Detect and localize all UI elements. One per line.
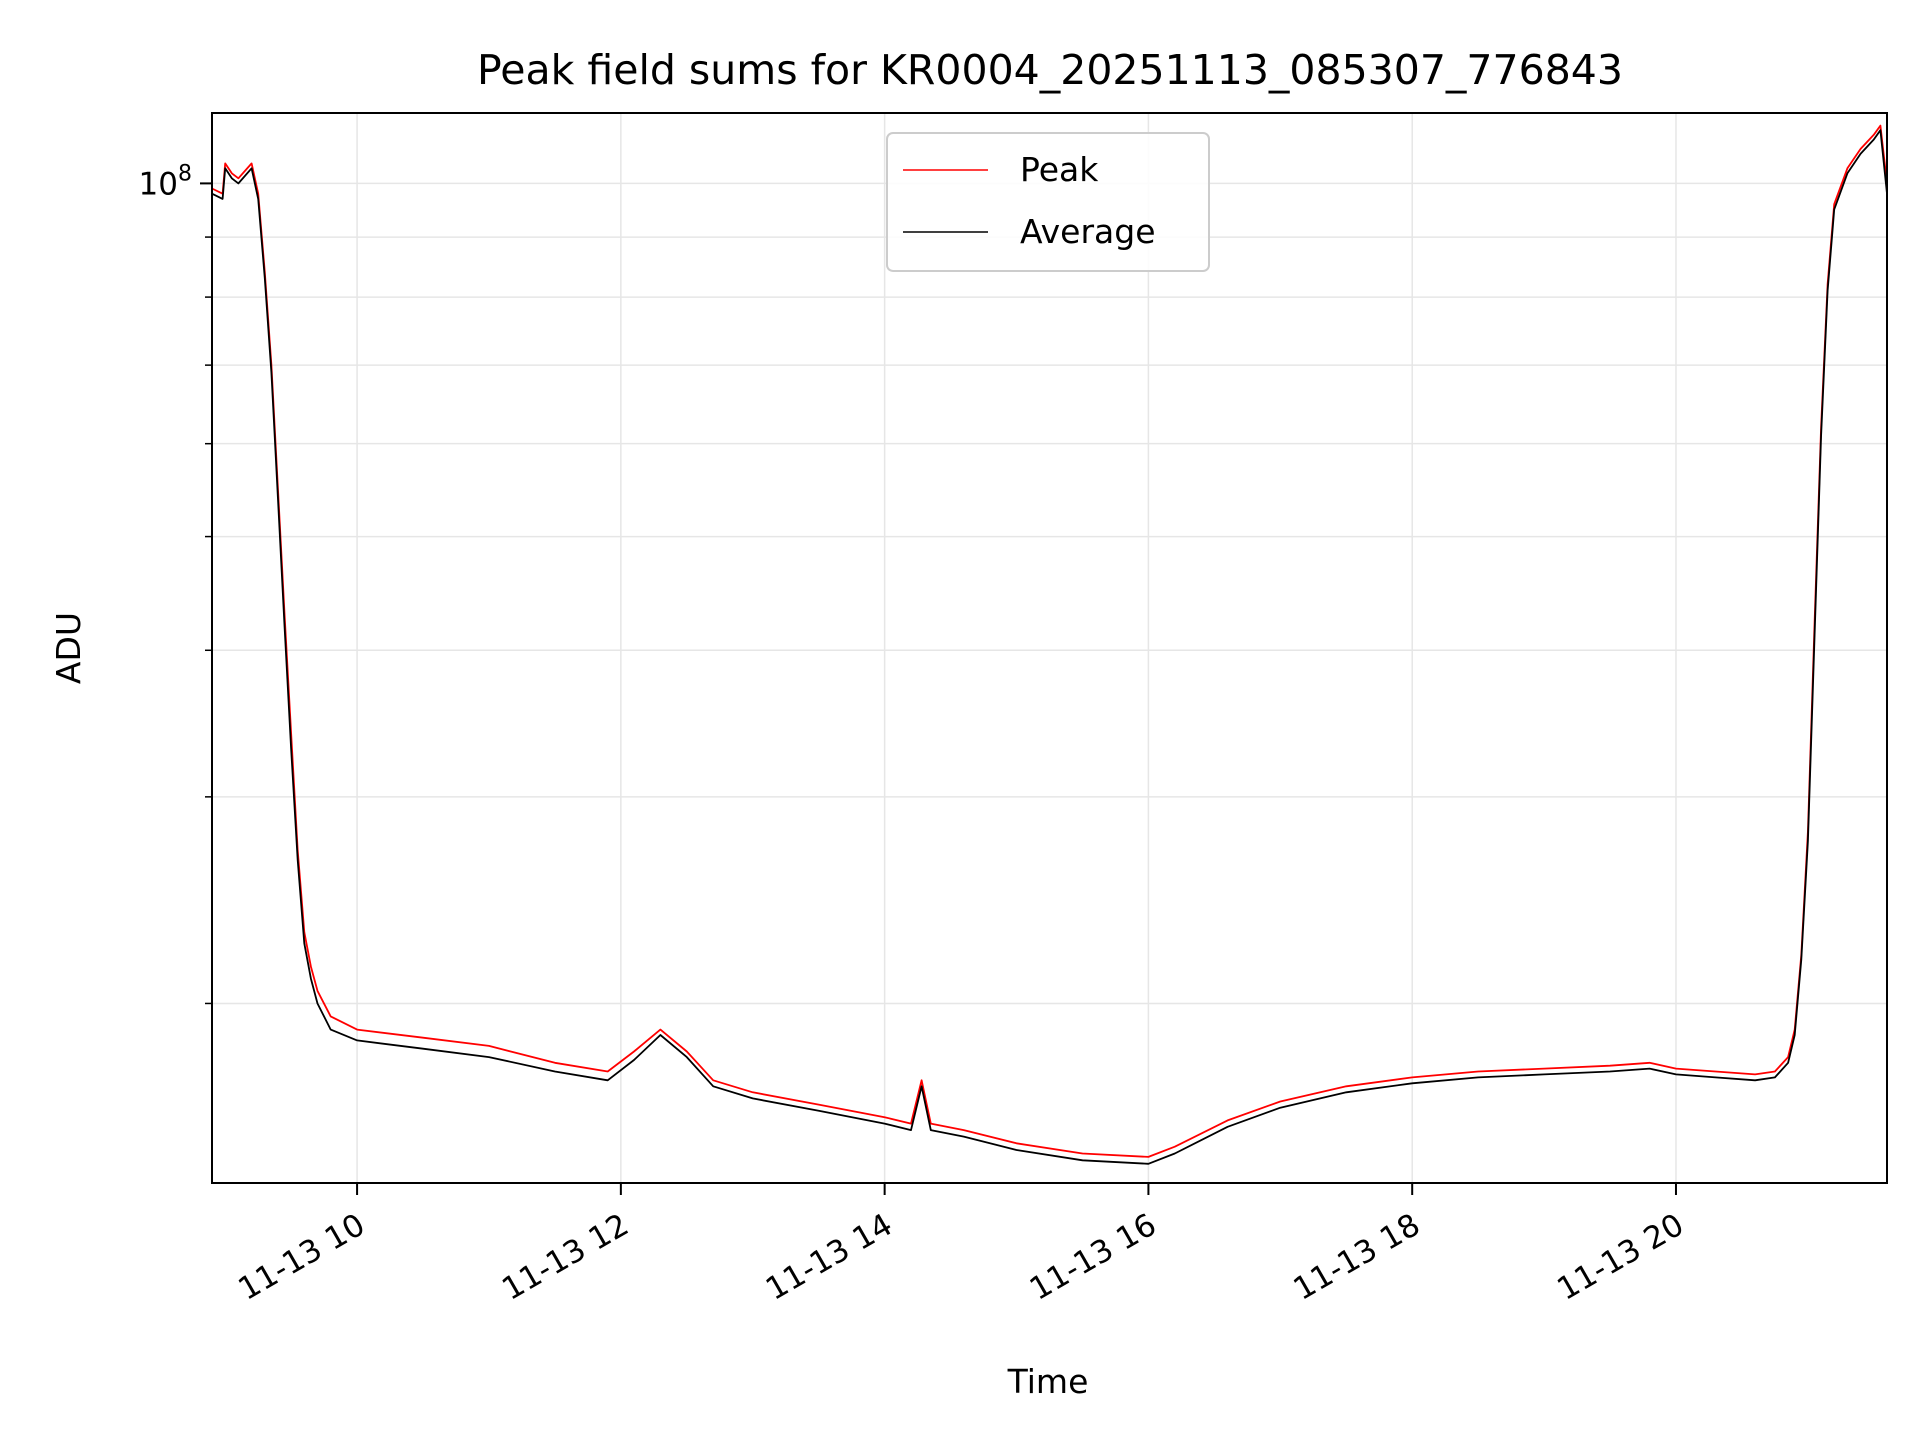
chart-title: Peak field sums for KR0004_20251113_0853…: [477, 46, 1623, 94]
legend-label-average: Average: [1020, 212, 1156, 251]
plot-area: [211, 112, 1888, 1184]
plot-background: [212, 113, 1887, 1183]
y-axis-label: ADU: [49, 612, 88, 684]
legend-label-peak: Peak: [1020, 150, 1099, 189]
series-layer: [211, 124, 1888, 1165]
legend: Peak Average: [886, 132, 1210, 272]
plot-frame: [211, 112, 1888, 1184]
legend-box: [886, 132, 1210, 272]
x-axis-label: Time: [1007, 1362, 1089, 1401]
y-axis: 108: [139, 161, 212, 1005]
series-line-average: [211, 129, 1888, 1165]
y-tick-label: 108: [139, 161, 192, 202]
